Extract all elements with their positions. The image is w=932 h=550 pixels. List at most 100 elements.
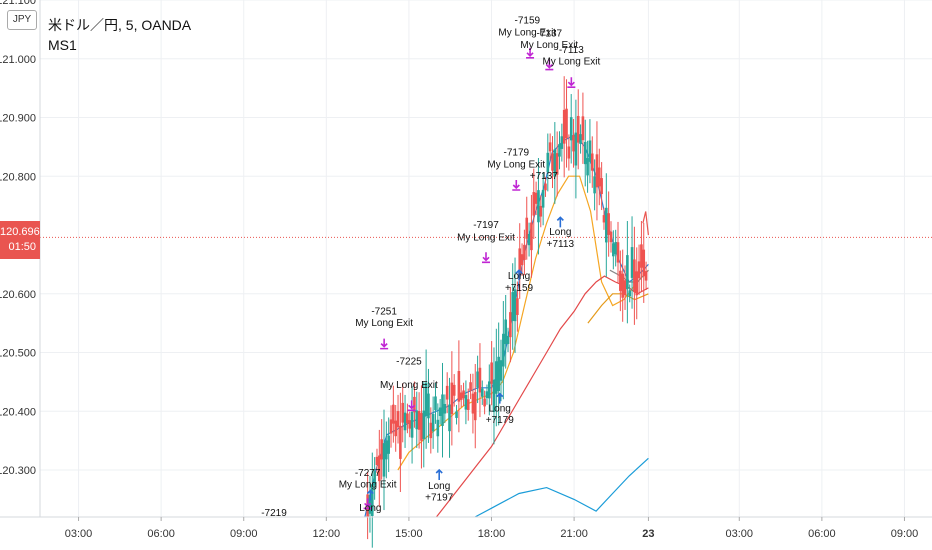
trade-annotation: My Long Exit — [457, 232, 515, 243]
candle-body — [504, 319, 507, 345]
candle-body — [511, 292, 515, 321]
candle-body — [462, 390, 465, 399]
series-line-1 — [397, 175, 649, 471]
candle-body — [642, 249, 646, 277]
candle-body — [408, 420, 412, 429]
trade-annotation: Long — [549, 227, 571, 238]
candle-body — [403, 412, 407, 431]
candle-body — [588, 140, 592, 162]
trade-annotation: My Long Exit — [339, 480, 397, 491]
x-tick-label: 06:00 — [808, 528, 836, 540]
candle-body — [555, 153, 559, 175]
candle-body — [415, 410, 419, 430]
candle-body — [590, 153, 594, 171]
trade-annotation: -7137 — [537, 28, 563, 39]
candle-body — [413, 396, 416, 413]
exit-arrow-icon — [482, 252, 490, 264]
candle-body — [562, 109, 566, 144]
trade-annotation: +7179 — [486, 415, 515, 426]
candle-body — [569, 117, 573, 141]
x-tick-label: 15:00 — [395, 528, 423, 540]
x-tick-label: 12:00 — [313, 528, 341, 540]
candle-body — [499, 360, 503, 381]
candle-body — [373, 471, 376, 486]
candle-body — [417, 410, 421, 430]
candle-body — [509, 312, 512, 338]
candle-body — [600, 178, 603, 195]
currency-button[interactable]: JPY — [7, 10, 37, 30]
candle-body — [605, 207, 608, 243]
exit-arrow-icon — [526, 47, 535, 59]
candle-body — [431, 413, 435, 432]
trade-annotation: Long — [508, 271, 530, 282]
symbol-title: 米ドル／円, 5, OANDA — [48, 17, 192, 33]
candle-body — [406, 413, 409, 424]
candle-body — [523, 244, 526, 260]
long-arrow-icon — [556, 216, 564, 228]
candle-body — [469, 382, 472, 391]
candle-body — [438, 407, 442, 416]
candle-body — [485, 391, 489, 399]
series-lines — [40, 134, 932, 518]
indicator-label: MS1 — [48, 37, 77, 53]
time-axis[interactable]: 03:00 06:00 09:00 12:00 15:00 18:00 21:00 23 03:… — [0, 516, 932, 540]
chart-grid — [40, 0, 932, 517]
candle-body — [628, 290, 632, 297]
candle-body — [394, 420, 397, 437]
candle-body — [609, 231, 613, 243]
candle-body — [488, 381, 491, 399]
countdown: 01:50 — [8, 241, 36, 253]
candle-body — [399, 425, 402, 459]
candle-body — [445, 385, 449, 400]
trade-annotation: My Long Exit — [355, 318, 413, 329]
long-arrow-icon — [515, 269, 523, 281]
trade-annotation: -7113 — [559, 45, 584, 56]
long-arrow-icon — [496, 392, 504, 404]
trade-annotation: +7137 — [530, 171, 559, 182]
candle-body — [621, 273, 624, 298]
y-tick-label: 121.000 — [0, 54, 36, 66]
candle-body — [565, 108, 568, 139]
candle-body — [551, 153, 554, 171]
candle-body — [635, 271, 639, 296]
exit-arrow-icon — [407, 400, 416, 412]
x-tick-label: 23 — [642, 528, 654, 540]
candle-body — [459, 392, 463, 400]
y-tick-label: 120.900 — [0, 113, 36, 125]
series-line-3 — [587, 293, 649, 324]
trade-annotation: -7197 — [473, 220, 499, 231]
candle-body — [640, 244, 643, 268]
candle-body — [612, 243, 615, 257]
y-tick-label: 120.800 — [0, 171, 36, 183]
price-axis[interactable]: 121.100 121.000 120.900 120.800 120.600 120.5… — [0, 0, 41, 517]
candle-body — [455, 411, 458, 418]
y-tick-label: 120.300 — [0, 465, 36, 477]
candle-body — [513, 289, 517, 322]
candle-body — [420, 413, 423, 441]
candle-body — [457, 370, 461, 402]
trade-annotation: My Long Exit — [498, 27, 556, 38]
x-tick-label: 03:00 — [65, 528, 93, 540]
y-tick-label: 120.500 — [0, 348, 36, 360]
candle-body — [378, 455, 381, 482]
candle-body — [532, 192, 536, 216]
trade-annotation: -7159 — [515, 16, 541, 27]
candle-body — [410, 411, 414, 438]
trade-annotation: -7219 — [261, 508, 287, 519]
candle-body — [544, 183, 547, 191]
x-tick-label: 21:00 — [560, 528, 588, 540]
candle-body — [581, 116, 585, 141]
exit-arrow-icon — [512, 180, 521, 191]
trade-annotation: -7277 — [355, 468, 381, 479]
candle-body — [560, 136, 564, 149]
candle-body — [387, 435, 390, 454]
candle-body — [597, 167, 601, 187]
candle-body — [441, 394, 444, 426]
current-price-badge: 120.696 01:50 — [0, 221, 40, 259]
candle-body — [539, 205, 543, 217]
candle-body — [502, 333, 505, 367]
candle-body — [546, 152, 550, 173]
candle-body — [593, 176, 596, 194]
